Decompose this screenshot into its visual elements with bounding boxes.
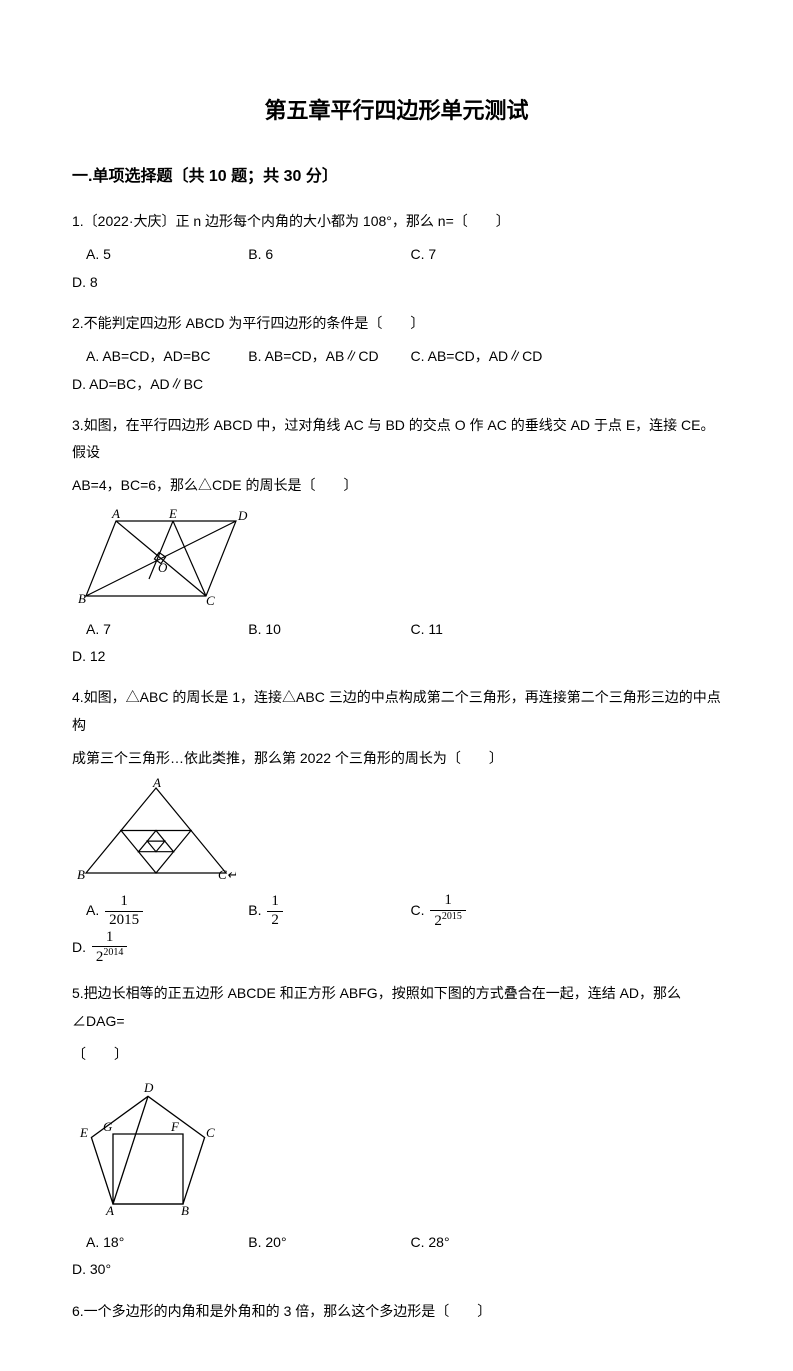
svg-text:O: O <box>158 560 168 575</box>
svg-text:C↵: C↵ <box>218 867 236 882</box>
svg-text:B: B <box>181 1203 189 1218</box>
q3-opt-c: C. 11 <box>411 616 573 643</box>
q4-opt-c-prefix: C. <box>411 902 429 918</box>
q1-options: A. 5 B. 6 C. 7 D. 8 <box>72 241 721 296</box>
q4-figure: A B C↵ <box>76 778 721 883</box>
svg-text:D: D <box>237 508 248 523</box>
svg-text:A: A <box>152 778 161 790</box>
q1-opt-d: D. 8 <box>72 269 234 296</box>
svg-text:B: B <box>78 591 86 606</box>
q3-opt-a: A. 7 <box>72 616 248 643</box>
q1-opt-c: C. 7 <box>411 241 573 268</box>
q5-options: A. 18° B. 20° C. 28° D. 30° <box>72 1229 721 1284</box>
q2-text: 2.不能判定四边形 ABCD 为平行四边形的条件是〔 〕 <box>72 310 721 337</box>
svg-text:C: C <box>206 1125 215 1140</box>
q5-opt-d: D. 30° <box>72 1256 234 1283</box>
svg-text:D: D <box>143 1080 154 1095</box>
q1-text: 1.〔2022·大庆〕正 n 边形每个内角的大小都为 108°，那么 n=〔 〕 <box>72 208 721 235</box>
q4-opt-b-prefix: B. <box>248 902 265 918</box>
q2-opt-c: C. AB=CD，AD∥CD <box>411 343 573 370</box>
svg-text:E: E <box>79 1125 88 1140</box>
q4-line2: 成第三个三角形…依此类推，那么第 2022 个三角形的周长为〔 〕 <box>72 745 721 772</box>
q4-opt-c: C. 122015 <box>411 893 573 930</box>
page-title: 第五章平行四边形单元测试 <box>72 90 721 133</box>
svg-text:E: E <box>168 506 177 521</box>
q5-line2: 〔 〕 <box>72 1041 721 1068</box>
q5-opt-c: C. 28° <box>411 1229 573 1256</box>
q5-figure: A B C D E F G <box>76 1074 721 1219</box>
q2-opt-d: D. AD=BC，AD∥BC <box>72 371 234 398</box>
q3-options: A. 7 B. 10 C. 11 D. 12 <box>72 616 721 671</box>
q3-line2: AB=4，BC=6，那么△CDE 的周长是〔 〕 <box>72 472 721 499</box>
section-heading: 一.单项选择题〔共 10 题；共 30 分〕 <box>72 161 721 192</box>
q6-text: 6.一个多边形的内角和是外角和的 3 倍，那么这个多边形是〔 〕 <box>72 1298 721 1325</box>
q2-opt-a: A. AB=CD，AD=BC <box>72 343 248 370</box>
q4-options: A. 12015 B. 12 C. 122015 D. 122014 <box>72 893 721 966</box>
q1-opt-b: B. 6 <box>248 241 410 268</box>
q5-opt-a: A. 18° <box>72 1229 248 1256</box>
q1-opt-a: A. 5 <box>72 241 248 268</box>
q3-opt-d: D. 12 <box>72 643 234 670</box>
q2-opt-b: B. AB=CD，AB∥CD <box>248 343 410 370</box>
q3-opt-b: B. 10 <box>248 616 410 643</box>
q4-line1: 4.如图，△ABC 的周长是 1，连接△ABC 三边的中点构成第二个三角形，再连… <box>72 684 721 739</box>
q3-line1: 3.如图，在平行四边形 ABCD 中，过对角线 AC 与 BD 的交点 O 作 … <box>72 412 721 467</box>
q4-opt-a-prefix: A. <box>86 902 103 918</box>
svg-text:C: C <box>206 593 215 606</box>
svg-text:F: F <box>170 1119 180 1134</box>
q4-opt-b: B. 12 <box>248 894 410 929</box>
q4-opt-d-prefix: D. <box>72 939 90 955</box>
q3-figure: A D B C E O <box>76 506 721 606</box>
svg-text:B: B <box>77 867 85 882</box>
q5-opt-b: B. 20° <box>248 1229 410 1256</box>
svg-text:A: A <box>111 506 120 521</box>
q4-opt-d: D. 122014 <box>72 930 234 967</box>
q5-line1: 5.把边长相等的正五边形 ABCDE 和正方形 ABFG，按照如下图的方式叠合在… <box>72 980 721 1035</box>
svg-text:G: G <box>103 1119 113 1134</box>
q4-opt-a: A. 12015 <box>72 894 248 929</box>
q2-options: A. AB=CD，AD=BC B. AB=CD，AB∥CD C. AB=CD，A… <box>72 343 721 398</box>
svg-text:A: A <box>105 1203 114 1218</box>
